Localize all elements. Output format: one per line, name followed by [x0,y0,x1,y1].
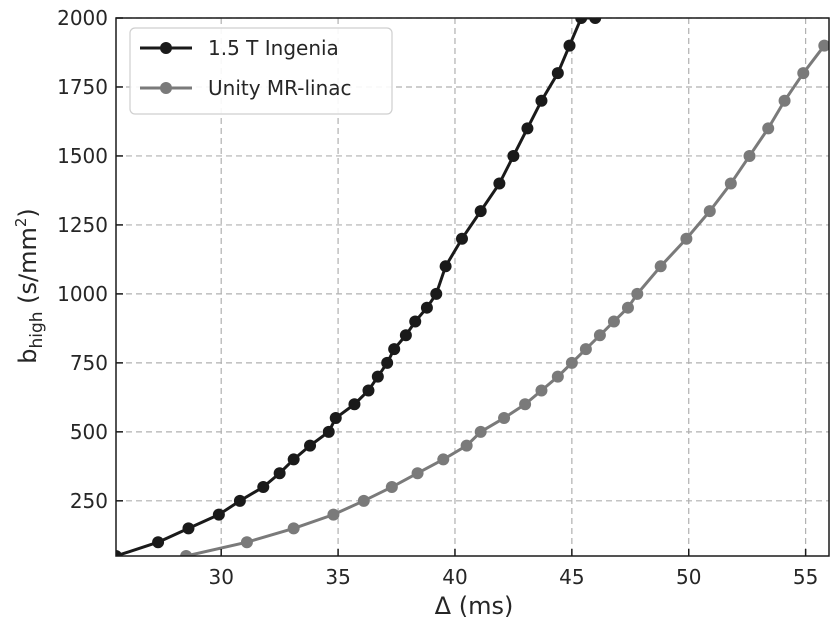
data-point-1 [654,260,667,273]
data-point-0 [439,260,452,273]
data-point-0 [287,453,300,466]
data-point-0 [182,522,195,535]
legend-box [129,27,393,115]
legend-marker-ingenia [160,42,172,54]
y-tick-label: 2000 [57,6,108,30]
data-point-0 [116,550,122,556]
data-point-1 [519,398,532,411]
data-point-0 [371,370,384,383]
x-tick-label: 40 [442,565,467,589]
data-point-1 [287,522,300,535]
data-point-0 [257,481,270,494]
legend: 1.5 T Ingenia Unity MR-linac [129,27,393,115]
data-point-0 [493,177,506,190]
series-line-1 [185,44,826,556]
data-point-1 [680,232,693,245]
data-point-1 [240,536,253,549]
data-point-0 [535,94,548,107]
data-point-1 [551,370,564,383]
data-point-1 [437,453,450,466]
data-point-0 [420,301,433,314]
y-axis-title-superscript: 2 [12,218,30,228]
data-point-0 [381,356,394,369]
data-point-0 [322,425,335,438]
data-point-0 [329,412,342,425]
y-tick-label: 1250 [57,213,108,237]
data-point-0 [212,508,225,521]
x-tick-label: 30 [208,565,233,589]
data-point-0 [399,329,412,342]
x-tick-label: 50 [676,565,701,589]
data-point-0 [589,18,602,24]
data-point-1 [180,550,193,556]
data-point-0 [507,149,520,162]
y-axis-title-subscript: high [27,311,47,348]
y-tick-label: 250 [70,489,108,513]
y-tick-label: 1000 [57,282,108,306]
legend-label-ingenia: 1.5 T Ingenia [208,36,339,60]
ticks: 30 35 40 45 50 55 250 500 750 1000 1250 1500 1750 200… [57,6,818,589]
data-point-1 [703,205,716,218]
data-point-1 [357,494,370,507]
legend-marker-unity [160,82,172,94]
data-point-1 [579,343,592,356]
data-point-0 [304,439,317,452]
x-tick-label: 35 [325,565,350,589]
data-point-0 [409,315,422,328]
data-point-0 [474,205,487,218]
data-point-1 [411,467,424,480]
y-tick-label: 1750 [57,75,108,99]
data-point-1 [565,356,578,369]
data-point-1 [743,149,756,162]
data-point-1 [385,481,398,494]
y-tick-label: 750 [70,351,108,375]
series-layer [116,18,829,556]
data-point-1 [762,122,775,135]
y-tick-label: 1500 [57,144,108,168]
data-point-1 [621,301,634,314]
data-point-0 [455,232,468,245]
y-axis-title-main: b [14,349,42,364]
data-point-1 [474,425,487,438]
y-tick-label: 500 [70,420,108,444]
data-point-1 [724,177,737,190]
data-point-0 [388,343,401,356]
data-point-1 [593,329,606,342]
data-point-1 [778,94,791,107]
data-point-1 [460,439,473,452]
data-point-1 [535,384,548,397]
data-point-0 [575,18,588,24]
data-point-0 [521,122,534,135]
data-point-0 [273,467,286,480]
data-point-0 [430,287,443,300]
data-point-0 [563,39,576,52]
data-point-1 [327,508,340,521]
y-axis-title-close: ) [14,208,42,217]
data-point-0 [152,536,165,549]
data-point-1 [631,287,644,300]
data-point-1 [797,67,810,80]
x-tick-label: 45 [559,565,584,589]
data-point-0 [233,494,246,507]
data-point-1 [498,412,511,425]
data-point-0 [362,384,375,397]
data-point-0 [551,67,564,80]
x-tick-label: 55 [793,565,818,589]
data-point-1 [607,315,620,328]
x-axis-title: Δ (ms) [435,592,514,619]
data-point-0 [348,398,361,411]
y-axis-title-unit: (s/mm [14,227,42,311]
y-axis-title: bhigh (s/mm2) [12,208,47,364]
data-point-1 [818,39,829,52]
legend-label-unity: Unity MR-linac [208,76,352,100]
plot-frame [115,17,830,557]
